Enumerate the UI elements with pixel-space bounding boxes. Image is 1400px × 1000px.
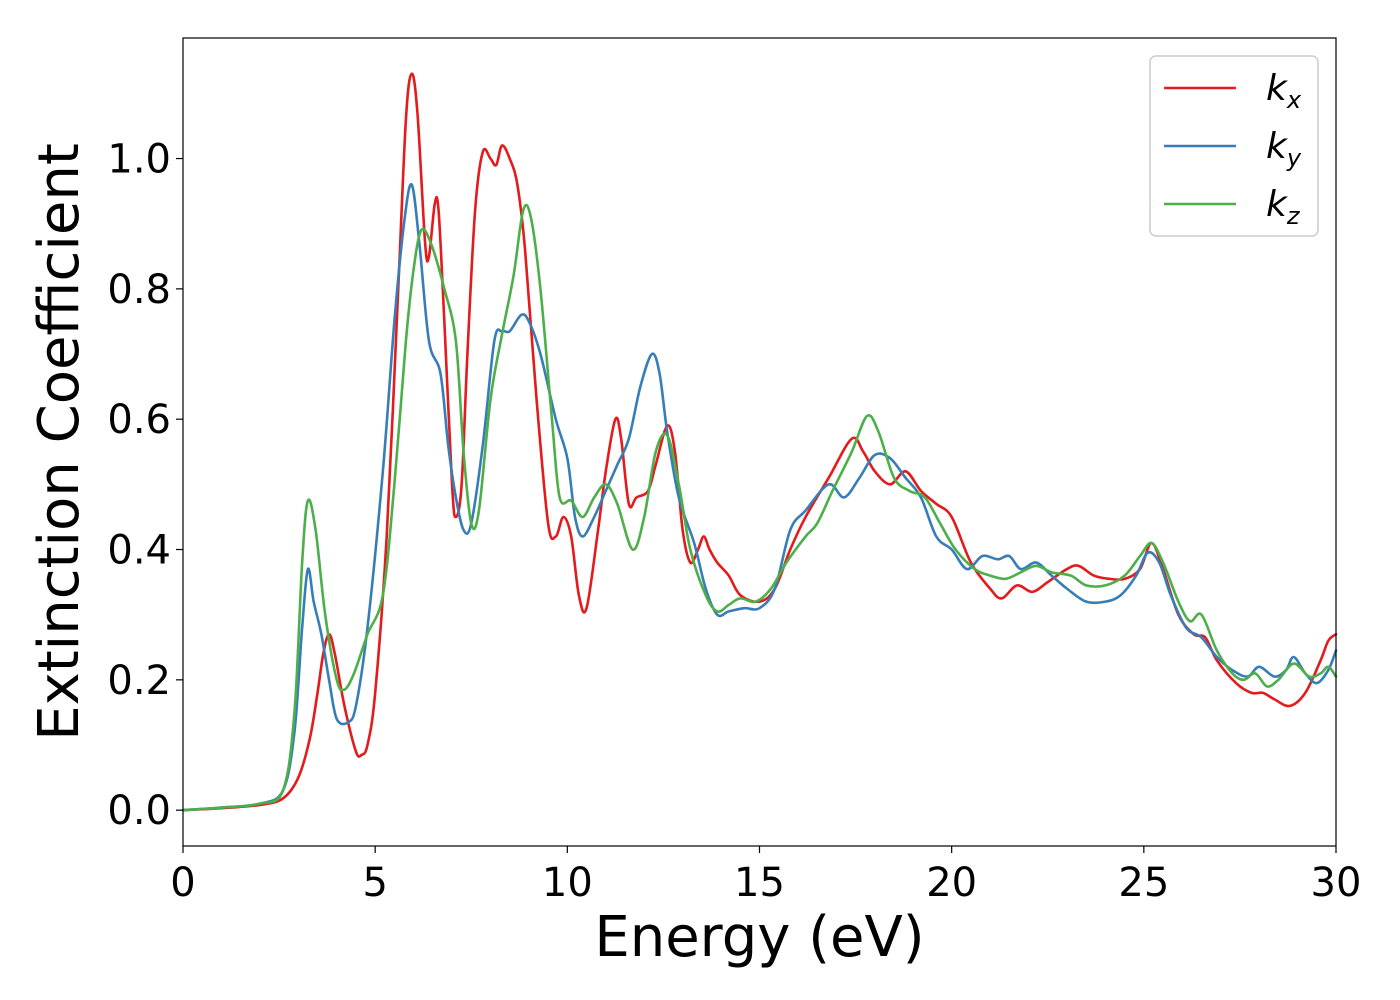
y-tick-label: 0.6 <box>107 397 171 443</box>
y-axis-ticks: 0.0 0.2 0.4 0.6 0.8 1.0 <box>107 137 183 834</box>
x-tick-label: 5 <box>362 860 387 906</box>
x-tick-label: 30 <box>1311 860 1362 906</box>
series-line-ky <box>181 183 1338 812</box>
x-tick-label: 10 <box>542 860 593 906</box>
y-tick-label: 1.0 <box>107 137 171 183</box>
x-tick-label: 25 <box>1118 860 1169 906</box>
x-axis-ticks: 0 5 10 15 20 25 30 <box>170 846 1361 906</box>
legend-label-ky: ky <box>1266 126 1302 172</box>
x-tick-label: 15 <box>734 860 785 906</box>
x-tick-label: 20 <box>926 860 977 906</box>
series-layer <box>181 72 1338 812</box>
y-tick-label: 0.4 <box>107 528 171 574</box>
y-tick-label: 0.0 <box>107 788 171 834</box>
y-tick-label: 0.2 <box>107 658 171 704</box>
y-axis-title: Extinction Coefficient <box>27 143 92 741</box>
series-line-kz <box>181 203 1338 812</box>
legend: kx ky kz <box>1149 55 1319 237</box>
legend-label-kx: kx <box>1266 68 1302 114</box>
x-axis-title: Energy (eV) <box>594 905 924 970</box>
legend-label-kz: kz <box>1266 184 1301 230</box>
x-tick-label: 0 <box>170 860 195 906</box>
y-tick-label: 0.8 <box>107 267 171 313</box>
plot-frame <box>182 37 1337 847</box>
series-line-kx <box>181 72 1338 812</box>
plot-area <box>183 38 1336 846</box>
